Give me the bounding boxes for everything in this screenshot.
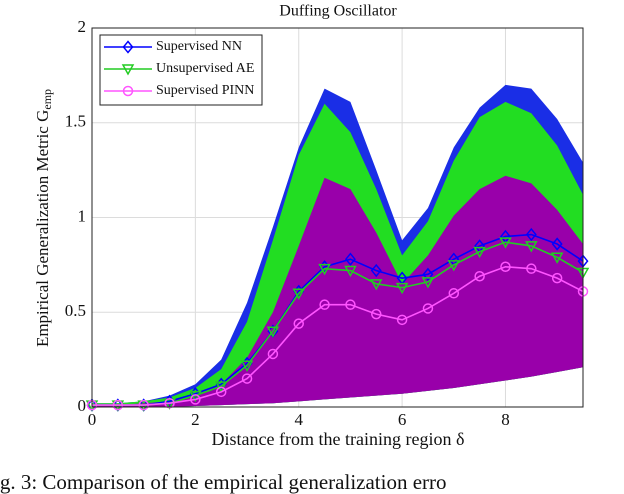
x-tick-label: 0 (88, 410, 97, 429)
marker (499, 237, 512, 249)
y-axis-label-main: Empirical Generalization Metric G (33, 110, 52, 347)
chart-title: Duffing Oscillator (279, 3, 397, 20)
marker (474, 270, 485, 282)
marker (266, 326, 280, 338)
marker (344, 252, 356, 266)
marker (190, 394, 201, 405)
marker (319, 299, 330, 310)
marker (138, 399, 149, 411)
marker (550, 252, 564, 264)
y-axis-label: Empirical Generalization Metric Gemp (33, 89, 54, 347)
caption: ig. 3: Comparison of the empirical gener… (0, 470, 447, 494)
x-tick-label: 6 (398, 410, 407, 429)
x-tick-label: 4 (294, 410, 303, 429)
marker (122, 40, 134, 54)
marker (371, 308, 382, 320)
marker (214, 381, 228, 393)
marker (473, 246, 486, 259)
marker (447, 260, 461, 272)
marker (396, 314, 408, 326)
legend-label: Supervised PINN (156, 83, 254, 98)
x-tick-label: 8 (501, 410, 510, 429)
marker (121, 64, 135, 76)
marker (267, 348, 279, 360)
marker (448, 288, 460, 299)
marker (421, 277, 435, 289)
marker (525, 227, 537, 242)
plot-frame (91, 27, 584, 408)
x-tick-label: 2 (191, 410, 200, 429)
band (92, 175, 583, 407)
marker (215, 386, 227, 398)
marker (500, 261, 511, 273)
marker (164, 397, 175, 409)
marker (422, 303, 434, 314)
marker (369, 279, 383, 291)
y-tick-label: 1.5 (65, 112, 86, 131)
marker (526, 263, 537, 274)
legend-label: Supervised NN (156, 39, 242, 54)
marker (122, 85, 134, 97)
y-axis-label-sub: emp (40, 89, 54, 110)
marker (551, 272, 563, 284)
x-axis-label: Distance from the training region δ (212, 429, 465, 449)
y-tick-label: 2 (78, 17, 87, 36)
marker (318, 263, 331, 276)
y-tick-label: 0 (78, 396, 87, 415)
marker (525, 241, 538, 253)
marker (422, 267, 434, 282)
legend-label: Unsupervised AE (156, 61, 254, 76)
marker (240, 360, 254, 372)
y-tick-label: 1 (78, 206, 87, 225)
marker (345, 299, 356, 310)
y-tick-label: 0.5 (65, 301, 86, 320)
marker (395, 282, 409, 295)
marker (293, 318, 304, 329)
marker (292, 288, 306, 300)
marker (112, 399, 124, 411)
marker (370, 263, 382, 278)
marker (551, 237, 563, 251)
marker (344, 265, 357, 278)
marker (241, 373, 253, 384)
